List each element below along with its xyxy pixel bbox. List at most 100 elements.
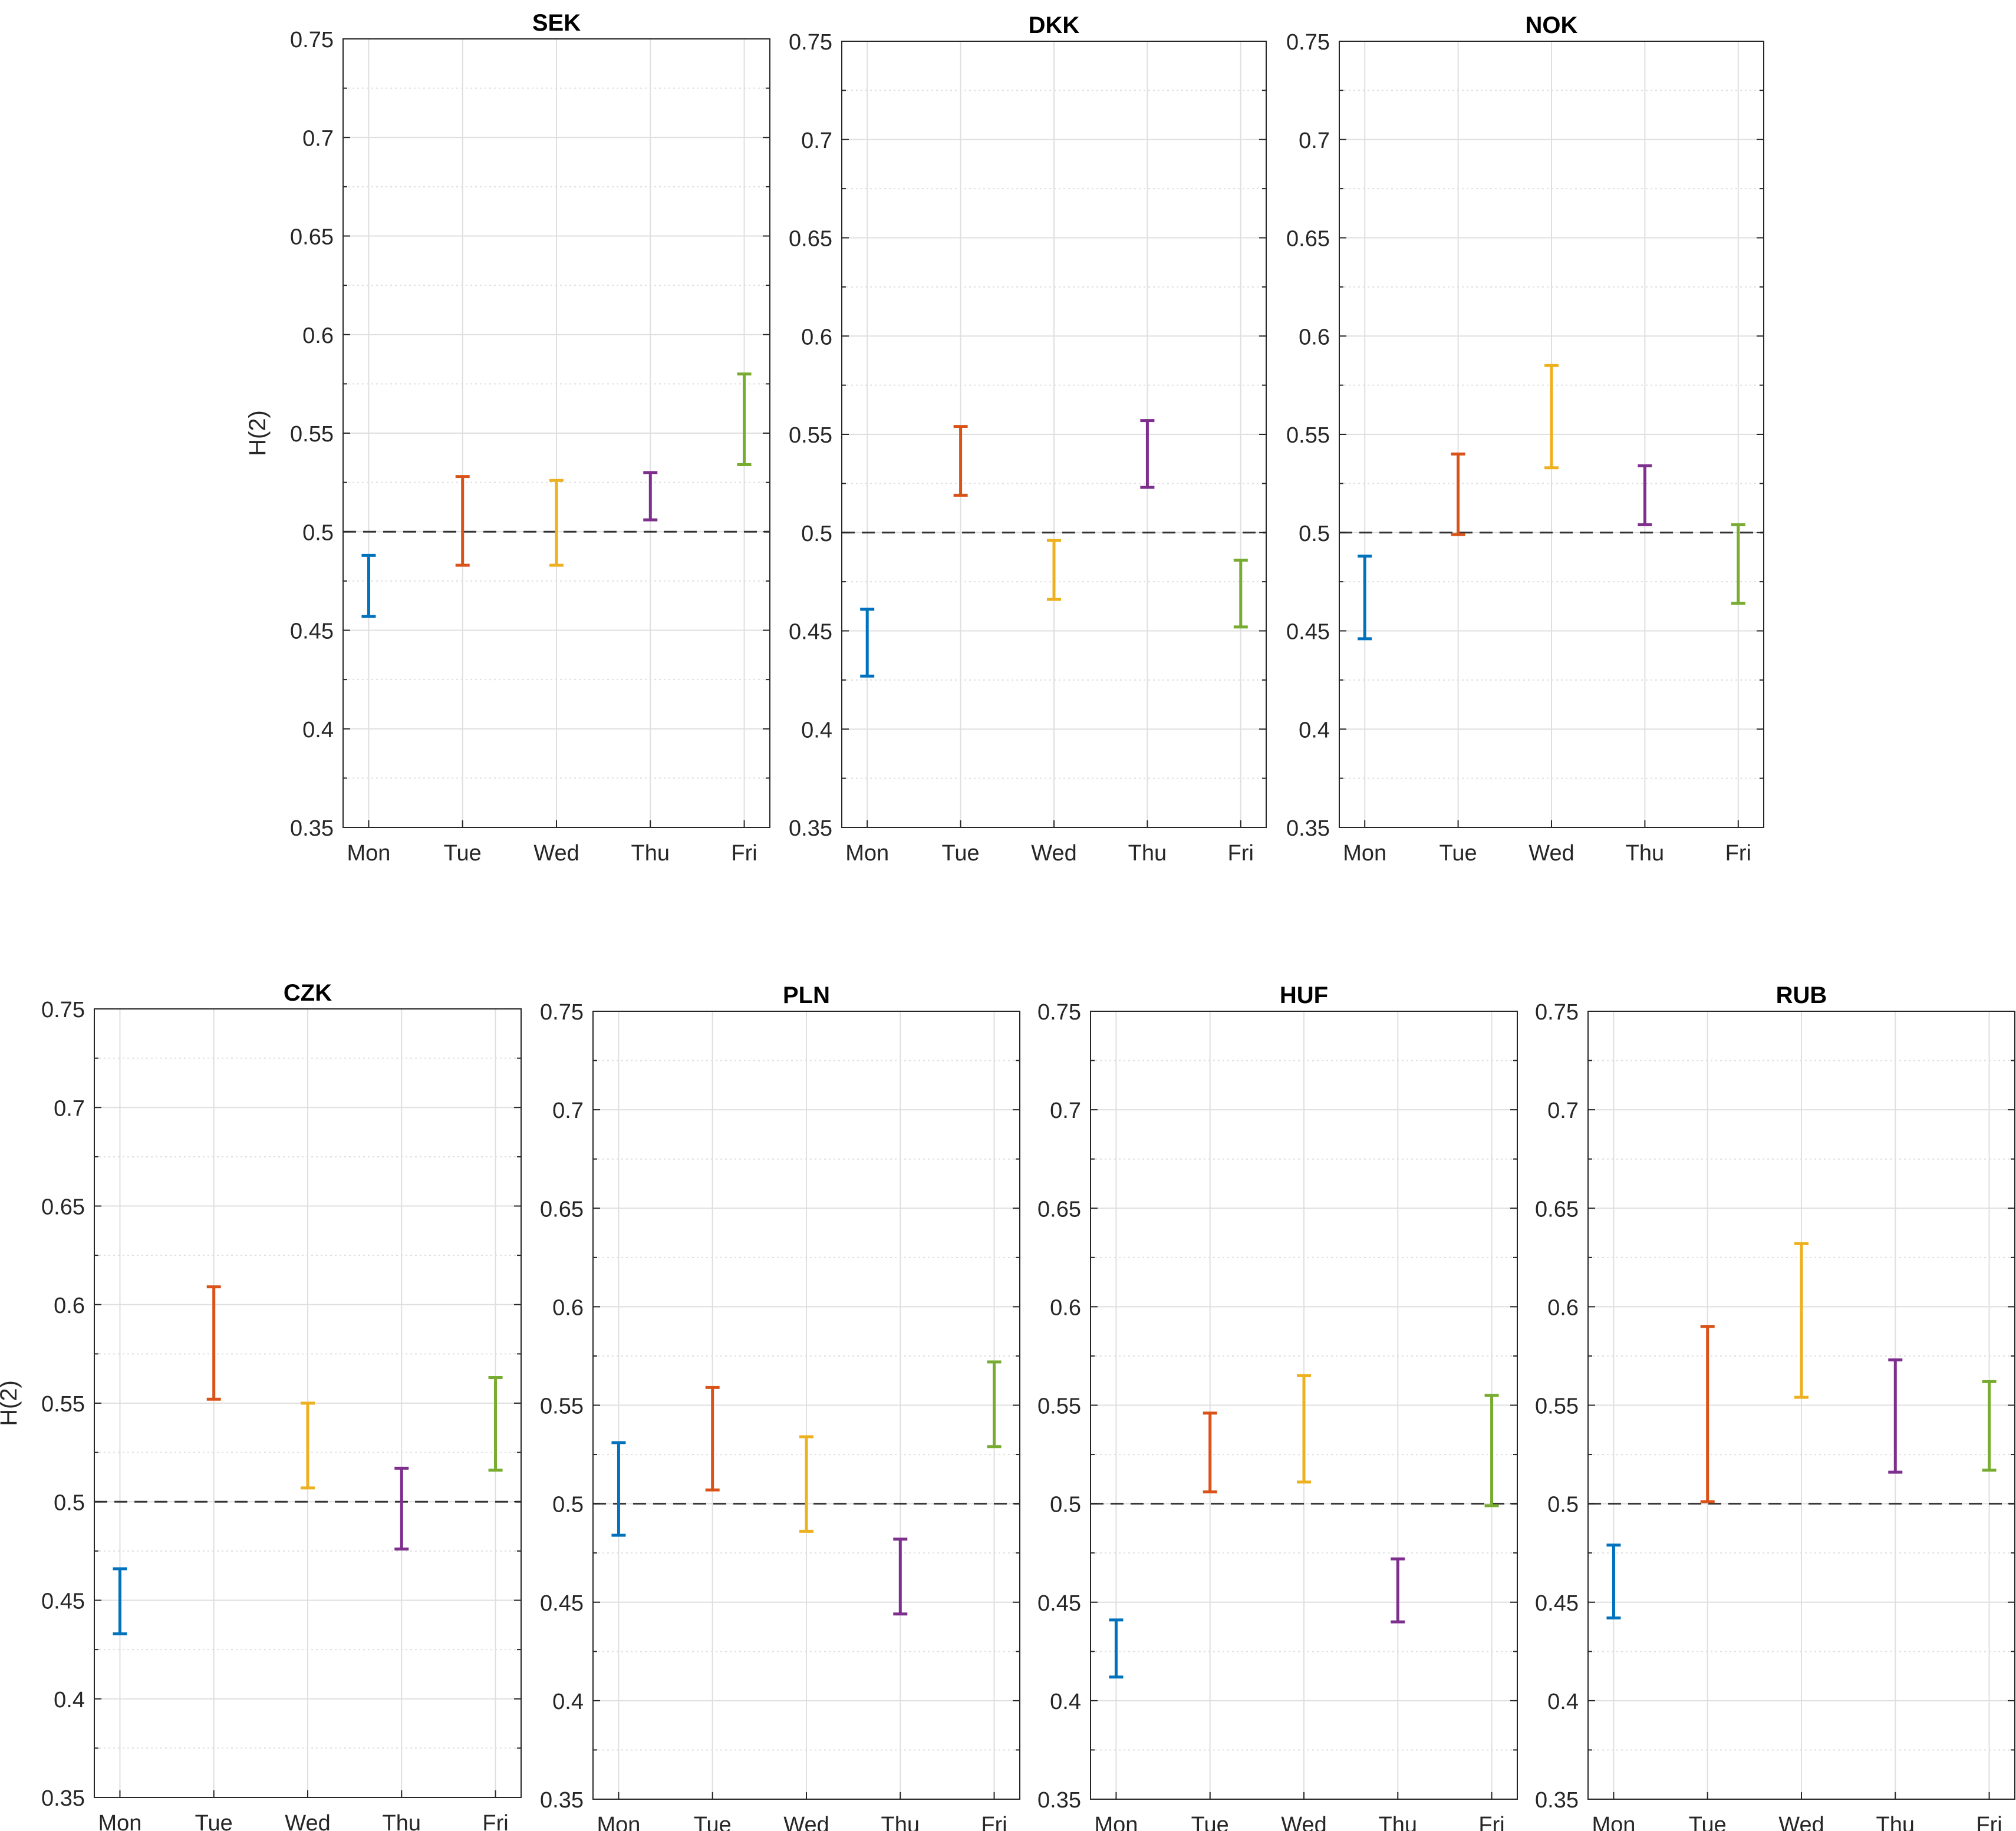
y-tick-label: 0.5 [552,1493,584,1517]
errorbar-fri [987,1360,1002,1449]
y-tick-label: 0.5 [302,520,334,545]
x-tick-label: Wed [285,1811,330,1831]
errorbar-mon [860,608,875,678]
y-tick-label: 0.75 [41,998,85,1022]
x-tick-label: Thu [1379,1813,1417,1831]
y-tick-label: 0.7 [54,1096,85,1121]
y-tick-label: 0.45 [41,1589,85,1614]
errorbar-wed [799,1435,813,1533]
x-tick-label: Wed [1281,1813,1326,1831]
y-tick-label: 0.45 [1535,1591,1579,1616]
y-tick-label: 0.6 [302,324,334,348]
y-tick-label: 0.65 [1535,1197,1579,1222]
errorbar-thu [1638,464,1652,526]
x-tick-label: Wed [1031,841,1076,866]
x-tick-label: Fri [1228,841,1254,866]
y-tick-label: 0.65 [1286,227,1330,252]
y-tick-label: 0.5 [54,1490,85,1515]
x-tick-label: Mon [98,1811,141,1831]
x-tick-label: Thu [1626,841,1664,866]
y-tick-label: 0.5 [801,522,832,546]
y-tick-label: 0.6 [1547,1295,1579,1320]
y-tick-label: 0.7 [552,1098,584,1123]
y-tick-label: 0.55 [789,423,832,448]
y-tick-label: 0.35 [1037,1788,1081,1813]
errorbar-thu [1888,1358,1903,1474]
y-axis-label: H(2) [0,1380,22,1426]
errorbar-wed [1047,539,1061,601]
y-tick-label: 0.4 [552,1690,584,1714]
errorbar-fri [1731,523,1745,605]
x-tick-label: Thu [383,1811,421,1831]
x-tick-label: Wed [1778,1813,1824,1831]
x-tick-label: Fri [1725,841,1751,866]
y-tick-label: 0.4 [801,718,832,743]
y-tick-label: 0.7 [1547,1098,1579,1123]
chart-title: HUF [1280,982,1328,1008]
x-tick-label: Mon [347,841,390,866]
panel-sek: 0.35 0.4 0.45 0.5 0.55 0.6 0.65 0.7 0.75 Mon Tue We… [245,10,770,866]
y-tick-label: 0.6 [1299,325,1330,349]
x-tick-label: Thu [1876,1813,1915,1831]
errorbar-tue [206,1285,221,1401]
errorbar-wed [1794,1242,1809,1399]
x-tick-label: Thu [1128,841,1167,866]
y-tick-label: 0.35 [290,816,334,841]
y-tick-label: 0.65 [789,227,832,252]
y-tick-label: 0.65 [1037,1197,1081,1222]
chart-title: CZK [284,980,332,1006]
x-tick-label: Thu [881,1813,920,1831]
y-tick-label: 0.35 [1535,1788,1579,1813]
chart-title: RUB [1776,982,1827,1008]
panel-czk: 0.35 0.4 0.45 0.5 0.55 0.6 0.65 0.7 0.75 Mon Tue We… [0,980,522,1831]
y-tick-label: 0.7 [1050,1098,1081,1123]
y-tick-label: 0.4 [1050,1690,1081,1714]
y-tick-label: 0.45 [290,619,334,644]
errorbar-wed [1544,364,1559,470]
errorbar-wed [1297,1374,1311,1484]
y-tick-label: 0.45 [1286,620,1330,645]
errorbar-mon [1109,1618,1124,1679]
errorbar-mon [361,553,376,618]
y-tick-label: 0.75 [1535,1000,1579,1025]
panel-rub: 0.35 0.4 0.45 0.5 0.55 0.6 0.65 0.7 0.75 Mon Tue We… [1535,982,2015,1831]
y-tick-label: 0.6 [552,1295,584,1320]
chart-title: NOK [1526,12,1578,38]
x-tick-label: Mon [845,841,889,866]
y-axis-label: H(2) [245,410,271,456]
errorbar-thu [893,1538,908,1616]
errorbar-thu [1140,419,1155,489]
y-tick-label: 0.75 [1037,1000,1081,1025]
y-tick-label: 0.55 [1286,423,1330,448]
errorbar-mon [1606,1543,1621,1619]
y-tick-label: 0.45 [789,620,832,645]
errorbar-mon [611,1441,626,1537]
errorbar-fri [488,1376,503,1472]
y-tick-label: 0.5 [1547,1493,1579,1517]
x-tick-label: Mon [1094,1813,1138,1831]
errorbar-fri [1233,558,1248,629]
panel-huf: 0.35 0.4 0.45 0.5 0.55 0.6 0.65 0.7 0.75 Mon Tue We… [1037,982,1518,1831]
y-tick-label: 0.75 [290,28,334,52]
y-tick-label: 0.65 [41,1195,85,1220]
errorbar-thu [394,1466,409,1551]
y-tick-label: 0.6 [1050,1295,1081,1320]
x-tick-label: Fri [1478,1813,1504,1831]
x-tick-label: Mon [1343,841,1386,866]
errorbar-tue [705,1385,720,1492]
panel-pln: 0.35 0.4 0.45 0.5 0.55 0.6 0.65 0.7 0.75 Mon Tue We… [540,982,1020,1831]
x-tick-label: Tue [694,1813,732,1831]
errorbar-tue [1700,1325,1715,1503]
errorbar-mon [113,1567,127,1635]
x-tick-label: Tue [942,841,980,866]
errorbar-tue [953,425,968,497]
errorbar-tue [1203,1411,1217,1494]
x-tick-label: Tue [1689,1813,1727,1831]
chart-title: PLN [783,982,830,1008]
y-tick-label: 0.65 [290,225,334,250]
y-tick-label: 0.7 [801,128,832,153]
errorbar-fri [1982,1380,1997,1472]
y-tick-label: 0.4 [302,718,334,743]
